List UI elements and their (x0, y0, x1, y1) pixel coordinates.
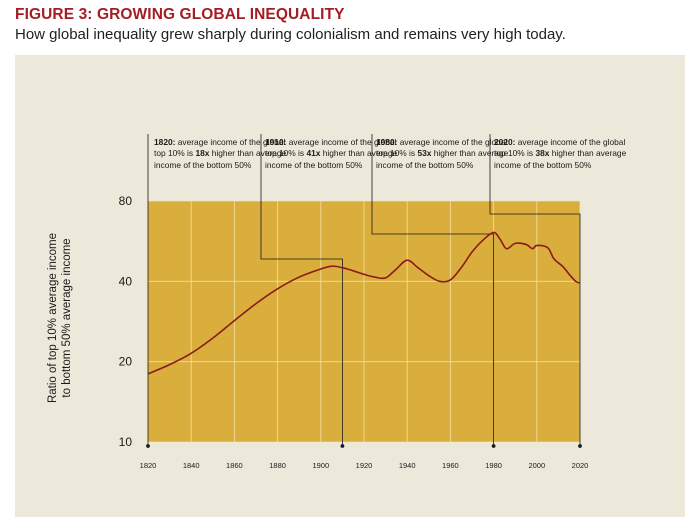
annotation-multiple: 38x (535, 148, 550, 159)
x-tick-label: 1840 (183, 461, 200, 470)
annotation-anchor-dot (146, 444, 150, 448)
annotation-1910: 1910: average income of the global top 1… (265, 137, 400, 171)
annotation-leader-line (371, 134, 495, 446)
y-axis-title-line-2: to bottom 50% average income (61, 238, 73, 398)
x-tick-label: 1960 (442, 461, 459, 470)
annotation-multiple: 53x (417, 148, 432, 159)
x-tick-label: 2000 (528, 461, 545, 470)
annotation-year: 1910: (265, 137, 287, 147)
y-axis-title: Ratio of top 10% average income to botto… (46, 218, 74, 418)
x-tick-label: 1980 (485, 461, 502, 470)
annotation-text: higher than average income of the bottom… (494, 148, 627, 170)
y-tick-label: 10 (119, 435, 133, 449)
x-tick-label: 1920 (356, 461, 373, 470)
annotation-leader-line (260, 134, 343, 446)
annotation-year: 2020: (494, 137, 516, 147)
annotation-anchor-dot (340, 444, 345, 448)
annotation-anchor-dot (491, 444, 496, 448)
figure-title: FIGURE 3: GROWING GLOBAL INEQUALITY (15, 6, 345, 23)
y-axis-title-line-1: Ratio of top 10% average income (47, 232, 59, 404)
annotation-text: higher than average income of the bottom… (265, 148, 398, 170)
annotation-text: higher than average income of the bottom… (154, 148, 287, 170)
x-tick-label: 2020 (572, 461, 589, 470)
annotation-year: 1980: (376, 137, 398, 147)
annotation-year: 1820: (154, 137, 176, 147)
annotation-text: average income of the global top 10% is (154, 137, 286, 159)
x-tick-label: 1880 (269, 461, 286, 470)
annotation-1980: 1980: average income of the global top 1… (376, 137, 511, 171)
annotation-text: higher than average income of the bottom… (376, 148, 509, 170)
annotation-2020: 2020: average income of the global top 1… (494, 137, 629, 171)
x-tick-label: 1940 (399, 461, 416, 470)
x-tick-label: 1860 (226, 461, 243, 470)
annotation-multiple: 18x (195, 148, 210, 159)
y-tick-label: 20 (119, 355, 133, 369)
figure-subtitle: How global inequality grew sharply durin… (15, 26, 566, 43)
annotation-leader-line (489, 134, 581, 446)
annotation-multiple: 41x (306, 148, 321, 159)
y-tick-label: 80 (119, 194, 133, 208)
annotation-text: average income of the global top 10% is (376, 137, 508, 159)
inequality-ratio-line (147, 231, 581, 375)
annotation-text: average income of the global top 10% is (494, 137, 626, 159)
x-tick-label: 1820 (140, 461, 157, 470)
annotation-1820: 1820: average income of the global top 1… (154, 137, 289, 171)
annotation-anchor-dot (578, 444, 582, 448)
y-tick-label: 40 (119, 274, 133, 288)
annotation-text: average income of the global top 10% is (265, 137, 397, 159)
x-tick-label: 1900 (312, 461, 329, 470)
